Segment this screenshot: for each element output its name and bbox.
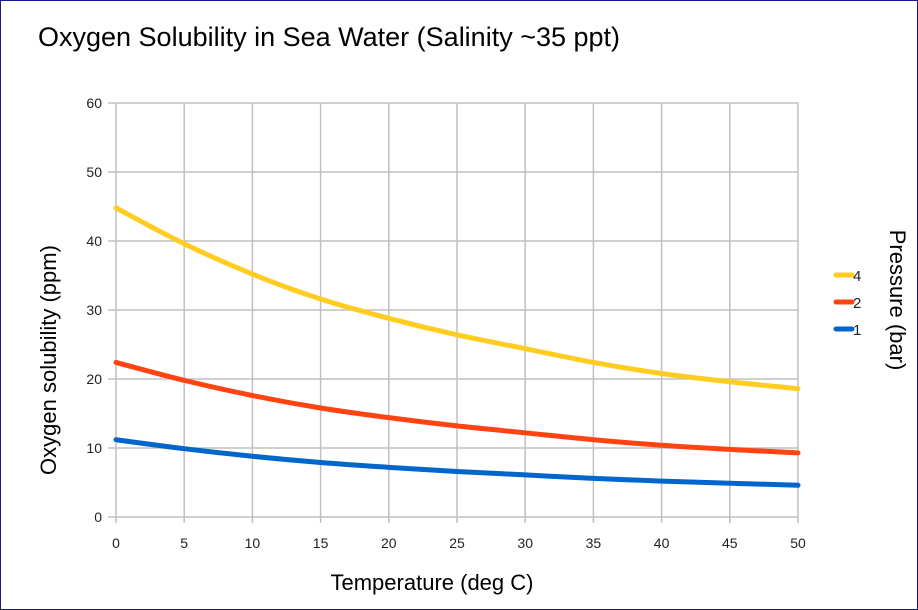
- x-tick-label: 35: [586, 535, 602, 551]
- x-tick-label: 30: [517, 535, 533, 551]
- x-tick-label: 45: [722, 535, 738, 551]
- tick-labels: 0 5 10 15 20 25 30 35 40 45 50 0 10 20 30 40 50 60: [86, 95, 806, 551]
- y-axis-label: Oxygen solubility (ppm): [36, 245, 61, 475]
- grid: [108, 102, 799, 523]
- x-tick-label: 15: [313, 535, 329, 551]
- x-axis-label: Temperature (deg C): [331, 570, 534, 595]
- y-tick-label: 30: [86, 302, 102, 318]
- y-tick-label: 40: [86, 233, 102, 249]
- series-line-4: [113, 205, 801, 392]
- x-tick-label: 5: [180, 535, 188, 551]
- x-tick-label: 10: [245, 535, 261, 551]
- x-tick-label: 40: [654, 535, 670, 551]
- x-tick-label: 50: [790, 535, 806, 551]
- x-tick-label: 25: [449, 535, 465, 551]
- chart-title: Oxygen Solubility in Sea Water (Salinity…: [38, 22, 620, 52]
- legend-label: 2: [853, 295, 861, 312]
- legend: 4 2 1: [833, 268, 861, 339]
- series-line-2: [113, 359, 801, 456]
- y-tick-label: 20: [86, 371, 102, 387]
- y-tick-label: 0: [94, 509, 102, 525]
- x-tick-label: 0: [112, 535, 120, 551]
- y-tick-label: 10: [86, 440, 102, 456]
- y-tick-label: 50: [86, 164, 102, 180]
- legend-label: 1: [853, 322, 861, 339]
- legend-label: 4: [853, 268, 861, 285]
- legend-title: Pressure (bar): [885, 230, 910, 371]
- series-line-1: [113, 437, 801, 488]
- x-tick-label: 20: [381, 535, 397, 551]
- series-lines: [113, 205, 801, 488]
- y-tick-label: 60: [86, 95, 102, 111]
